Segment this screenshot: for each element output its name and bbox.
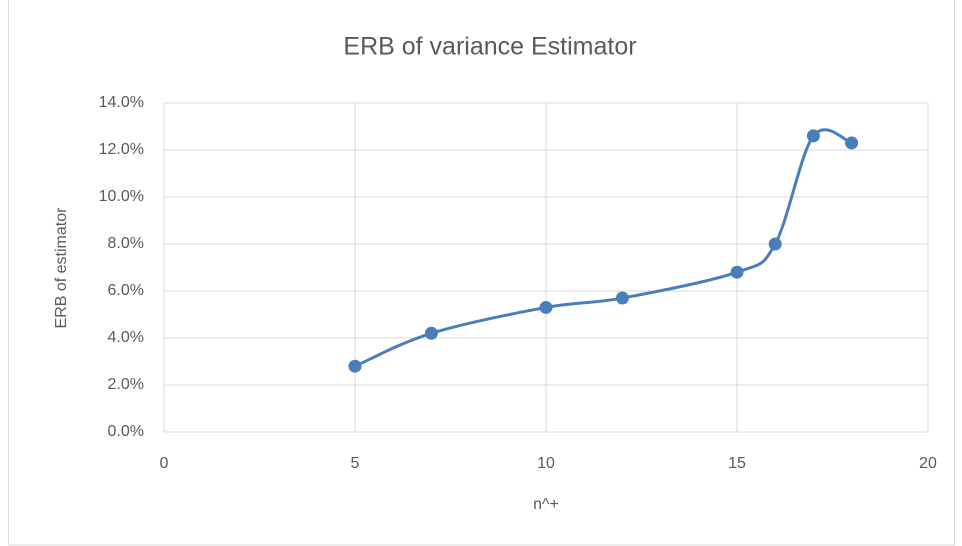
- data-point: [730, 265, 744, 279]
- y-tick-label: 12.0%: [99, 141, 144, 158]
- x-tick-label: 20: [919, 455, 937, 472]
- y-tick-label: 4.0%: [108, 329, 144, 346]
- data-point: [768, 237, 782, 251]
- data-point: [424, 326, 438, 340]
- x-tick-label: 0: [160, 455, 169, 472]
- data-point: [806, 129, 820, 143]
- y-tick-label: 6.0%: [108, 282, 144, 299]
- data-point: [845, 136, 859, 150]
- y-tick-label: 10.0%: [99, 188, 144, 205]
- chart-title: ERB of variance Estimator: [343, 33, 636, 61]
- data-point: [348, 359, 362, 373]
- y-tick-label: 14.0%: [99, 94, 144, 111]
- chart-border: [8, 0, 955, 546]
- data-point: [539, 300, 553, 314]
- y-tick-label: 0.0%: [108, 423, 144, 440]
- y-axis-title: ERB of estimator: [53, 207, 70, 329]
- y-tick-label: 2.0%: [108, 376, 144, 393]
- x-axis-title: n^+: [533, 496, 559, 513]
- x-tick-label: 5: [351, 455, 360, 472]
- data-point: [615, 291, 629, 305]
- x-tick-label: 10: [537, 455, 555, 472]
- x-tick-label: 15: [728, 455, 746, 472]
- y-tick-label: 8.0%: [108, 235, 144, 252]
